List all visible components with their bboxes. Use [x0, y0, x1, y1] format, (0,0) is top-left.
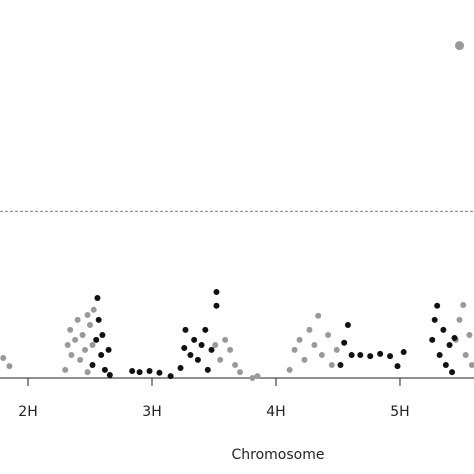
snp-point: [446, 342, 453, 349]
snp-point: [89, 342, 96, 349]
snp-point: [291, 346, 298, 353]
x-axis-label: Chromosome: [232, 447, 325, 463]
snp-point: [328, 362, 335, 369]
snp-point: [84, 369, 91, 376]
snp-point: [202, 326, 209, 333]
snp-point: [318, 352, 325, 359]
snp-point: [194, 356, 201, 363]
snp-point: [429, 336, 436, 343]
snp-point: [377, 350, 384, 357]
snp-point: [440, 326, 447, 333]
snp-point: [434, 302, 441, 309]
snp-point: [341, 339, 348, 346]
snp-point: [387, 353, 394, 360]
snp-point: [449, 369, 456, 376]
snp-point: [357, 352, 364, 359]
snp-point: [93, 336, 100, 343]
snp-point: [182, 326, 189, 333]
snp-point: [217, 356, 224, 363]
snp-point: [0, 354, 7, 361]
snp-point: [400, 349, 407, 356]
snp-point: [394, 363, 401, 370]
snp-point: [301, 356, 308, 363]
snp-point: [67, 326, 74, 333]
snp-point: [181, 344, 188, 351]
snp-point: [95, 316, 102, 323]
snp-point: [337, 362, 344, 369]
snp-point: [222, 336, 229, 343]
snp-point: [286, 366, 293, 373]
snp-point: [198, 342, 205, 349]
snp-point: [249, 375, 256, 381]
x-tick-label: 5H: [390, 404, 409, 420]
snp-point: [333, 346, 340, 353]
x-tick-label: 2H: [18, 404, 37, 420]
snp-point: [325, 332, 332, 339]
snp-point: [232, 362, 239, 369]
snp-point: [451, 334, 458, 341]
snp-point: [68, 352, 75, 359]
snp-point: [177, 364, 184, 371]
snp-point: [72, 336, 79, 343]
snp-point: [89, 362, 96, 369]
snp-point: [348, 352, 355, 359]
snp-point: [106, 372, 113, 379]
snp-point: [6, 363, 13, 370]
snp-point: [431, 316, 438, 323]
x-tick-label: 4H: [266, 404, 285, 420]
snp-point: [94, 294, 101, 301]
snp-point: [105, 346, 112, 353]
snp-point: [462, 352, 469, 359]
snp-point: [79, 332, 86, 339]
snp-point: [98, 352, 105, 359]
snp-point: [191, 336, 198, 343]
snp-point: [146, 367, 153, 374]
snp-point: [74, 316, 81, 323]
snp-point: [129, 367, 136, 374]
snp-point: [87, 322, 94, 329]
snp-point: [90, 306, 97, 313]
snp-point: [101, 366, 108, 373]
snp-point: [167, 373, 174, 380]
snp-point: [456, 316, 463, 323]
snp-point: [77, 356, 84, 363]
snp-point: [99, 332, 106, 339]
snp-point: [344, 322, 351, 329]
snp-point: [466, 332, 473, 339]
snp-point: [315, 312, 322, 319]
snp-point: [84, 312, 91, 318]
snp-point: [367, 353, 374, 360]
snp-point: [136, 369, 143, 376]
snp-point: [227, 346, 234, 353]
snp-point: [468, 362, 474, 369]
snp-point: [156, 369, 163, 376]
snp-point: [82, 346, 89, 353]
x-tick-label: 3H: [142, 404, 161, 420]
snp-point: [306, 326, 313, 333]
snp-point: [204, 366, 211, 373]
snp-point: [213, 302, 220, 309]
snp-point: [311, 342, 318, 349]
snp-point: [64, 342, 71, 349]
snp-point: [454, 41, 464, 51]
snp-point: [187, 352, 194, 359]
snp-point: [213, 289, 220, 296]
snp-point: [237, 369, 244, 376]
snp-point: [212, 342, 219, 349]
snp-point: [296, 336, 303, 343]
snp-point: [436, 352, 443, 359]
snp-point: [208, 346, 215, 353]
snp-point: [442, 362, 449, 369]
snp-point: [254, 373, 261, 380]
snp-point: [62, 366, 69, 373]
snp-point: [460, 301, 467, 308]
